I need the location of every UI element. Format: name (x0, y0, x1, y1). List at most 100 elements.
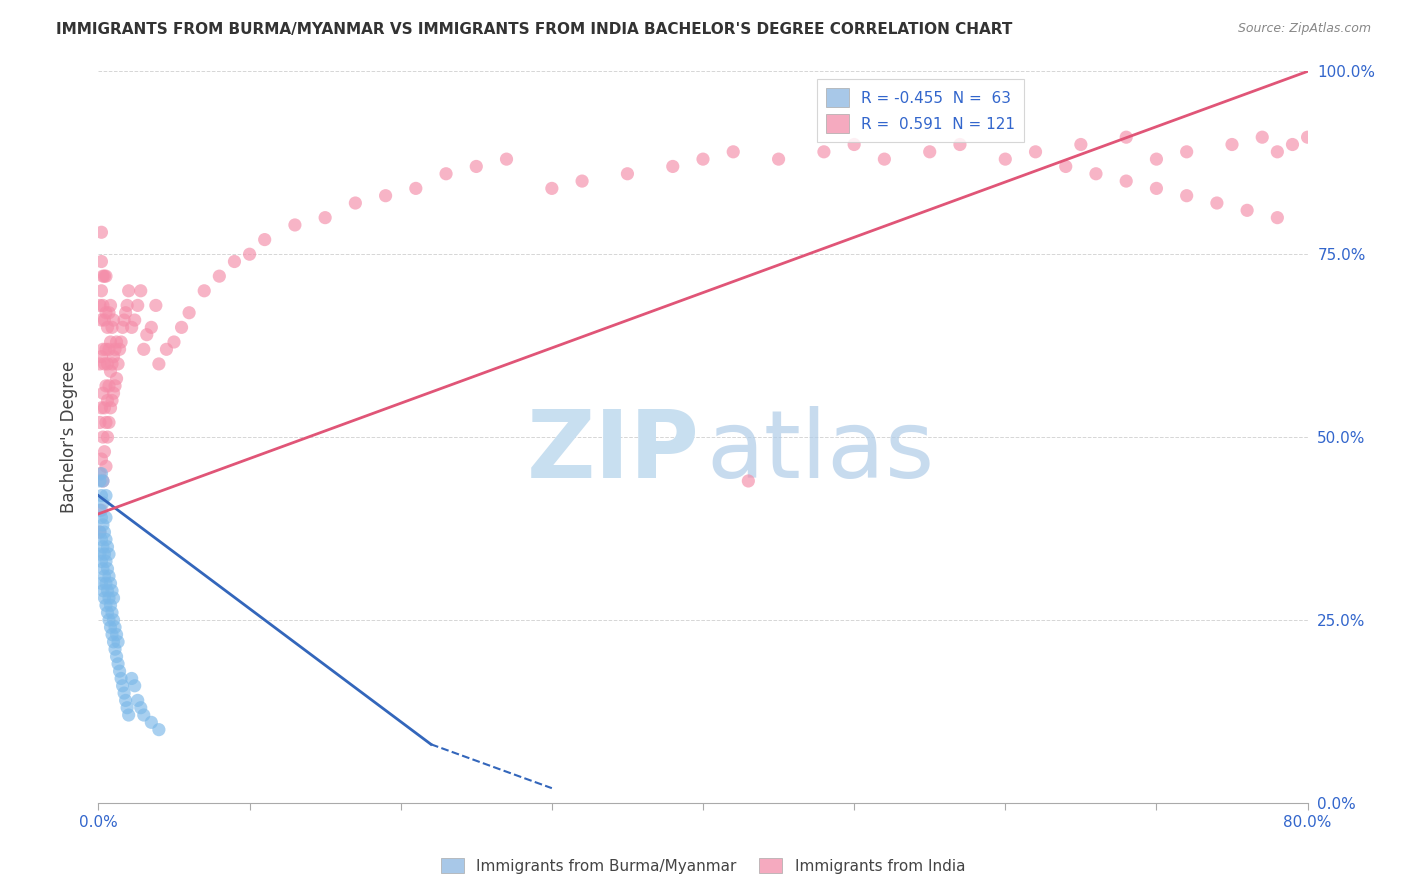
Point (94, 554, 117, 568)
Point (1115, 130, 1137, 145)
Point (101, 606, 124, 620)
Point (103, 386, 125, 401)
Point (93, 313, 115, 327)
Point (692, 152, 714, 166)
Point (284, 218, 307, 232)
Point (96, 540, 118, 554)
Point (314, 211, 336, 225)
Point (90, 467, 112, 481)
Point (949, 137, 972, 152)
Point (105, 649, 128, 664)
Point (93, 525, 115, 540)
Point (1144, 181, 1167, 195)
Point (118, 708, 141, 723)
Point (111, 679, 134, 693)
Point (90, 489, 112, 503)
Point (100, 401, 122, 415)
Point (110, 672, 132, 686)
Point (103, 591, 125, 605)
Point (93, 401, 115, 415)
Point (118, 284, 141, 298)
Point (1281, 137, 1303, 152)
Point (100, 334, 122, 349)
Point (100, 298, 122, 312)
Point (114, 306, 136, 320)
Point (101, 583, 124, 598)
Point (94, 416, 117, 430)
Point (101, 627, 124, 641)
Point (93, 269, 115, 284)
Point (93, 569, 115, 583)
Point (132, 708, 155, 723)
Point (1267, 211, 1289, 225)
Text: atlas: atlas (707, 406, 935, 498)
Point (94, 306, 117, 320)
Point (107, 635, 129, 649)
Point (96, 583, 118, 598)
Point (434, 167, 457, 181)
Point (148, 723, 170, 737)
Point (1175, 188, 1198, 202)
Point (90, 254, 112, 268)
Point (91, 474, 114, 488)
Point (96, 606, 118, 620)
Point (94, 599, 117, 613)
Point (89, 298, 111, 312)
Point (93, 591, 115, 605)
Point (90, 225, 112, 239)
Point (141, 715, 163, 730)
Point (110, 334, 132, 349)
Point (844, 137, 866, 152)
Point (90, 284, 112, 298)
Point (1251, 130, 1274, 145)
Point (239, 247, 262, 261)
Y-axis label: Bachelor's Degree: Bachelor's Degree (59, 361, 77, 513)
Point (105, 627, 128, 641)
Point (115, 298, 138, 312)
Point (91, 386, 114, 401)
Point (129, 284, 152, 298)
Point (179, 306, 201, 320)
Point (135, 327, 157, 342)
Point (1357, 137, 1379, 152)
Point (94, 510, 117, 524)
Point (1024, 145, 1046, 159)
Point (100, 364, 122, 378)
Point (540, 181, 562, 195)
Point (111, 320, 134, 334)
Point (103, 350, 125, 364)
Point (405, 181, 427, 195)
Point (1175, 145, 1198, 159)
Point (121, 672, 143, 686)
Point (108, 664, 131, 678)
Point (141, 320, 163, 334)
Point (107, 357, 129, 371)
Point (1085, 167, 1108, 181)
Point (571, 174, 593, 188)
Point (100, 576, 122, 591)
Point (105, 371, 128, 385)
Point (93, 547, 115, 561)
Point (90, 576, 112, 591)
Point (96, 357, 118, 371)
Point (100, 599, 122, 613)
Point (124, 679, 146, 693)
Point (768, 152, 790, 166)
Point (91, 474, 114, 488)
Point (1144, 152, 1167, 166)
Point (662, 160, 685, 174)
Point (148, 357, 170, 371)
Point (91, 562, 114, 576)
Point (253, 233, 276, 247)
Point (98, 343, 121, 357)
Point (1236, 203, 1258, 218)
Point (101, 320, 124, 334)
Point (994, 152, 1017, 166)
Point (94, 533, 117, 547)
Point (465, 160, 488, 174)
Point (374, 188, 396, 202)
Point (90, 313, 112, 327)
Point (104, 642, 127, 657)
Point (114, 693, 136, 707)
Point (104, 620, 127, 634)
